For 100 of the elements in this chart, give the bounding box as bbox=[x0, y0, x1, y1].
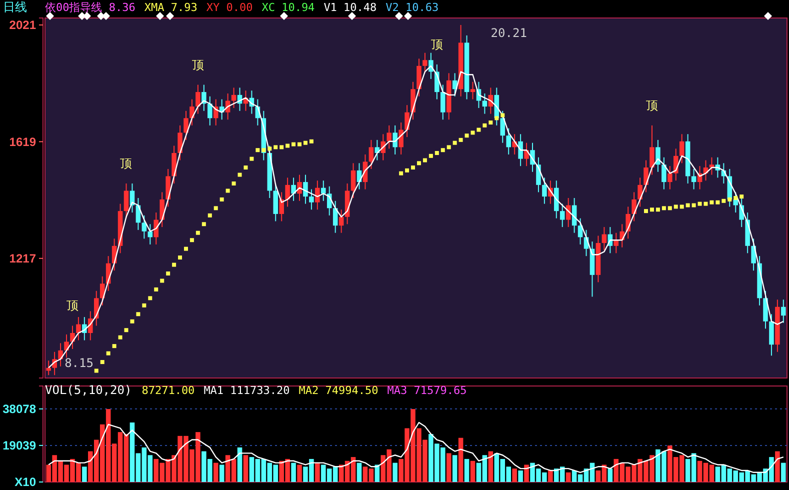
candlestick bbox=[392, 124, 398, 155]
candlestick bbox=[297, 174, 302, 202]
text: XMA 7.93 bbox=[144, 1, 198, 14]
candlestick bbox=[404, 104, 410, 138]
candlestick bbox=[542, 177, 547, 204]
candlestick bbox=[518, 134, 523, 167]
text: 顶 bbox=[66, 298, 78, 313]
y-tick-label: X10 bbox=[14, 475, 36, 490]
text: 顶 bbox=[192, 58, 204, 72]
candlestick bbox=[650, 124, 654, 176]
chart-title: 日线 bbox=[3, 0, 27, 14]
bar bbox=[291, 462, 296, 482]
candlestick bbox=[315, 180, 320, 210]
candlestick bbox=[386, 124, 392, 150]
bar bbox=[243, 455, 248, 482]
candlestick bbox=[52, 351, 57, 376]
bar bbox=[608, 468, 613, 482]
candlestick bbox=[668, 166, 672, 190]
candlestick bbox=[190, 98, 194, 126]
line-series bbox=[48, 422, 784, 473]
candlestick bbox=[781, 299, 786, 324]
candlestick bbox=[673, 148, 678, 182]
candlestick bbox=[422, 52, 428, 74]
candlestick bbox=[154, 212, 159, 245]
bar bbox=[464, 458, 470, 482]
bar bbox=[512, 468, 517, 482]
text: V1 10.48 bbox=[324, 1, 377, 14]
bar bbox=[470, 460, 476, 482]
candlestick bbox=[656, 139, 660, 172]
bar bbox=[297, 464, 302, 482]
bar bbox=[458, 438, 464, 482]
candlestick bbox=[208, 96, 212, 126]
text: 依00指导线 8.36 bbox=[45, 1, 136, 14]
candlestick bbox=[440, 84, 446, 120]
candlestick bbox=[70, 325, 75, 350]
candlestick bbox=[202, 84, 206, 112]
bar bbox=[213, 462, 218, 482]
annotation: 87271.00 bbox=[142, 384, 195, 397]
text: 顶 bbox=[120, 156, 132, 170]
text: 顶 bbox=[430, 37, 443, 52]
bar bbox=[775, 451, 780, 482]
candlestick bbox=[470, 81, 476, 100]
candlestick bbox=[309, 188, 314, 210]
candlestick bbox=[184, 110, 188, 140]
candlestick bbox=[368, 139, 374, 170]
bar bbox=[356, 462, 362, 482]
candlestick bbox=[769, 314, 774, 356]
text: 顶 bbox=[646, 98, 658, 112]
bar bbox=[452, 455, 458, 482]
text: V2 10.63 bbox=[386, 1, 439, 14]
candlestick bbox=[554, 180, 559, 219]
y-tick-label: 1619 bbox=[9, 134, 36, 149]
candlestick bbox=[751, 238, 756, 272]
bar bbox=[518, 470, 523, 482]
y-tick-label: 38078 bbox=[2, 402, 36, 416]
candlestick bbox=[338, 209, 344, 234]
candlestick bbox=[350, 162, 356, 198]
candlestick bbox=[160, 192, 164, 228]
bar bbox=[524, 464, 529, 482]
candlestick bbox=[398, 122, 404, 155]
candlestick bbox=[506, 128, 511, 155]
candlestick bbox=[58, 342, 63, 367]
candlestick bbox=[279, 192, 284, 222]
candlestick bbox=[626, 206, 630, 240]
candlestick bbox=[178, 124, 182, 161]
candlestick bbox=[94, 290, 99, 326]
candlestick bbox=[213, 98, 218, 126]
candlestick bbox=[291, 177, 296, 202]
bar bbox=[219, 464, 224, 482]
text: XC 10.94 bbox=[262, 1, 316, 14]
candlestick bbox=[416, 58, 422, 97]
candlestick bbox=[524, 142, 529, 167]
candlestick bbox=[285, 177, 290, 208]
bar bbox=[781, 462, 786, 482]
candlestick bbox=[64, 334, 69, 358]
y-tick-label: 1217 bbox=[9, 252, 36, 266]
candlestick bbox=[142, 214, 147, 240]
annotation: MA1 111733.20 bbox=[204, 384, 290, 397]
annotation: MA2 74994.50 bbox=[298, 384, 378, 397]
bar bbox=[237, 447, 242, 482]
bar bbox=[82, 466, 87, 482]
candlestick bbox=[321, 180, 326, 202]
candlestick bbox=[679, 134, 684, 164]
candlestick bbox=[662, 156, 666, 190]
bar bbox=[446, 453, 452, 482]
candlestick bbox=[76, 316, 81, 341]
chart-title: VOL(5,10,20) bbox=[45, 383, 132, 397]
text: 8.15 bbox=[64, 356, 94, 370]
candlestick bbox=[602, 226, 607, 251]
candlestick bbox=[632, 192, 636, 222]
candlestick bbox=[536, 156, 541, 193]
candlestick bbox=[482, 92, 488, 114]
y-tick-label: 19039 bbox=[2, 438, 36, 453]
bar bbox=[548, 470, 553, 482]
bar bbox=[566, 472, 571, 482]
candlestick bbox=[124, 182, 129, 219]
text: 20.21 bbox=[490, 26, 527, 40]
bar bbox=[315, 462, 320, 482]
text: XY 0.00 bbox=[206, 1, 253, 14]
candlestick bbox=[303, 174, 308, 204]
